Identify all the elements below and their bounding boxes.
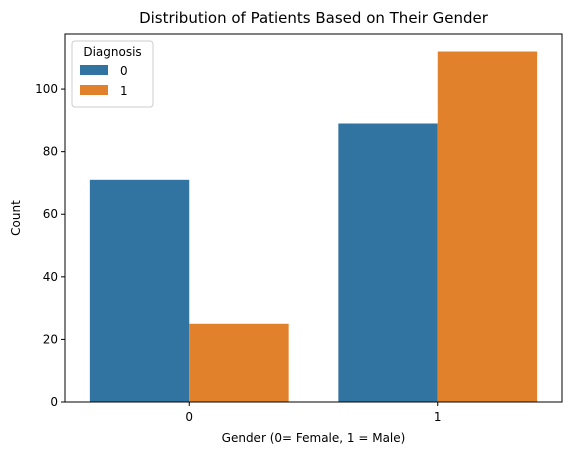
y-tick-label: 40	[43, 270, 58, 284]
x-tick-label: 0	[185, 410, 193, 424]
y-tick-label: 80	[43, 145, 58, 159]
bar-cat-1-diagnosis-0	[338, 123, 438, 403]
axes-frame	[64, 33, 563, 403]
legend-title: Diagnosis	[83, 45, 141, 59]
y-tick-label: 0	[50, 395, 58, 409]
legend-label-0: 0	[120, 64, 128, 78]
bar-cat-0-diagnosis-1	[189, 323, 289, 402]
x-tick-label: 1	[434, 410, 442, 424]
chart-title: Distribution of Patients Based on Their …	[139, 9, 489, 27]
bar-cat-0-diagnosis-0	[89, 179, 190, 402]
legend: Diagnosis 0 1	[71, 40, 154, 108]
legend-swatch-1	[80, 85, 108, 95]
y-tick-label: 100	[35, 82, 58, 96]
y-axis-label: Count	[9, 200, 23, 236]
y-tick-label: 20	[43, 332, 58, 346]
legend-swatch-0	[80, 65, 108, 75]
y-tick-label: 60	[43, 207, 58, 221]
x-axis-label: Gender (0= Female, 1 = Male)	[222, 431, 406, 445]
bar-cat-1-diagnosis-1	[437, 51, 538, 403]
legend-label-1: 1	[120, 84, 128, 98]
